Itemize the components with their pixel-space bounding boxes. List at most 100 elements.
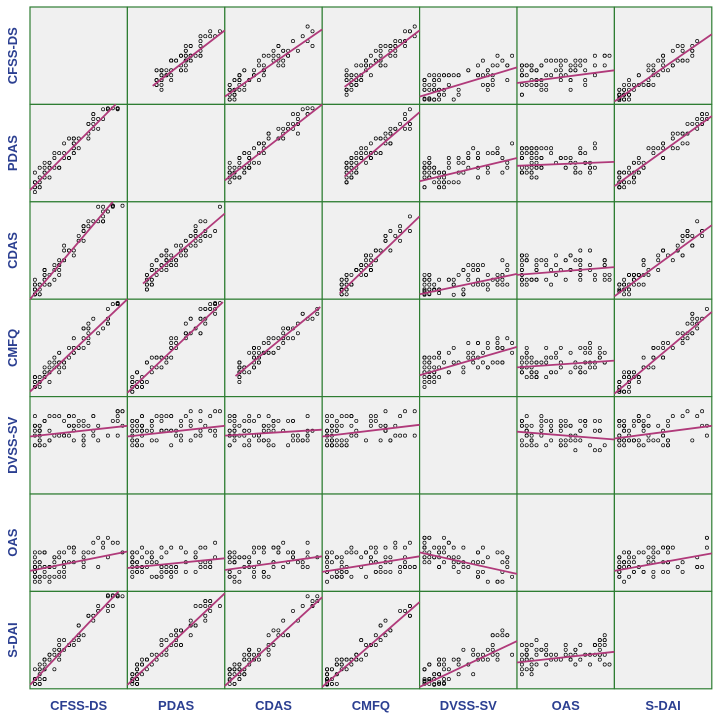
data-point [339, 555, 344, 560]
data-point [266, 647, 271, 652]
data-point [37, 165, 42, 170]
fit-line-pdas-vs-cdas [224, 103, 323, 182]
data-point [354, 418, 359, 423]
data-point [188, 409, 193, 414]
data-point [427, 165, 432, 170]
data-point [437, 355, 442, 360]
data-point [295, 131, 300, 136]
data-point [442, 681, 446, 686]
data-point [57, 550, 62, 555]
data-point [646, 423, 651, 428]
data-point [578, 151, 583, 156]
data-point [232, 175, 237, 180]
data-point [388, 248, 393, 253]
data-point [631, 175, 636, 180]
data-point [164, 569, 169, 574]
data-point [62, 360, 67, 365]
data-point [437, 73, 442, 78]
data-point [651, 151, 656, 156]
data-point [237, 423, 242, 428]
data-point [315, 311, 320, 316]
data-point [266, 131, 271, 136]
data-point [37, 550, 42, 555]
data-point [154, 574, 159, 579]
data-point [500, 277, 505, 282]
data-point [227, 574, 232, 579]
data-point [227, 170, 232, 175]
data-point [403, 117, 407, 121]
data-point [232, 574, 237, 579]
data-point [680, 141, 685, 146]
data-point [115, 414, 120, 419]
data-point [636, 418, 641, 423]
panel-background [126, 6, 226, 106]
data-point [86, 550, 91, 555]
data-point [247, 418, 252, 423]
panel-cfss-ds-vs-pdas [126, 6, 226, 106]
panel-dvss-sv-vs-s-dai [613, 396, 713, 495]
data-point [383, 233, 388, 238]
data-point [334, 423, 339, 428]
data-point [539, 418, 544, 423]
data-point [592, 53, 597, 58]
data-point [578, 438, 583, 443]
data-point [685, 336, 690, 341]
data-point [592, 428, 597, 433]
fit-line-pdas-vs-s-dai [613, 115, 713, 187]
data-point [232, 667, 237, 672]
data-point [554, 263, 558, 268]
panel-background [321, 396, 421, 495]
data-point [627, 560, 631, 565]
data-point [247, 443, 252, 448]
data-point [422, 97, 427, 102]
data-point [237, 555, 242, 560]
data-point [130, 560, 135, 565]
data-point [558, 438, 563, 443]
data-point [432, 165, 437, 170]
data-point [57, 638, 62, 643]
data-point [646, 414, 651, 419]
data-point [631, 160, 636, 165]
data-point [407, 604, 412, 608]
data-point [373, 569, 378, 574]
data-point [276, 628, 281, 633]
data-point [130, 438, 135, 443]
data-point [617, 423, 622, 428]
data-point [291, 438, 295, 443]
data-point [81, 224, 86, 229]
data-point [364, 151, 368, 156]
data-point [437, 350, 442, 355]
data-point [451, 73, 456, 78]
data-point [140, 414, 144, 419]
data-point [666, 443, 670, 448]
data-point [96, 565, 101, 569]
data-point [529, 156, 534, 160]
data-point [71, 438, 76, 443]
data-point [237, 380, 242, 384]
data-point [237, 156, 242, 160]
fit-line-cmfq-vs-dvss-sv [419, 346, 518, 377]
data-point [115, 433, 120, 438]
data-point [456, 272, 461, 277]
data-point [680, 44, 685, 48]
data-point [159, 68, 164, 73]
data-point [442, 92, 446, 97]
data-point [617, 185, 622, 190]
data-point [364, 643, 368, 647]
data-point [519, 282, 524, 287]
data-point [466, 272, 471, 277]
data-point [495, 579, 500, 584]
data-point [622, 282, 627, 287]
data-point [349, 175, 354, 180]
y-label-cfss-ds: CFSS-DS [5, 27, 20, 84]
data-point [291, 608, 295, 613]
data-point [67, 423, 71, 428]
data-point [622, 370, 627, 375]
data-point [42, 165, 47, 170]
data-point [32, 555, 37, 560]
data-point [364, 574, 368, 579]
data-point [256, 345, 261, 350]
panel-background [516, 103, 616, 203]
fit-line-s-dai-vs-cfss-ds [29, 590, 120, 686]
